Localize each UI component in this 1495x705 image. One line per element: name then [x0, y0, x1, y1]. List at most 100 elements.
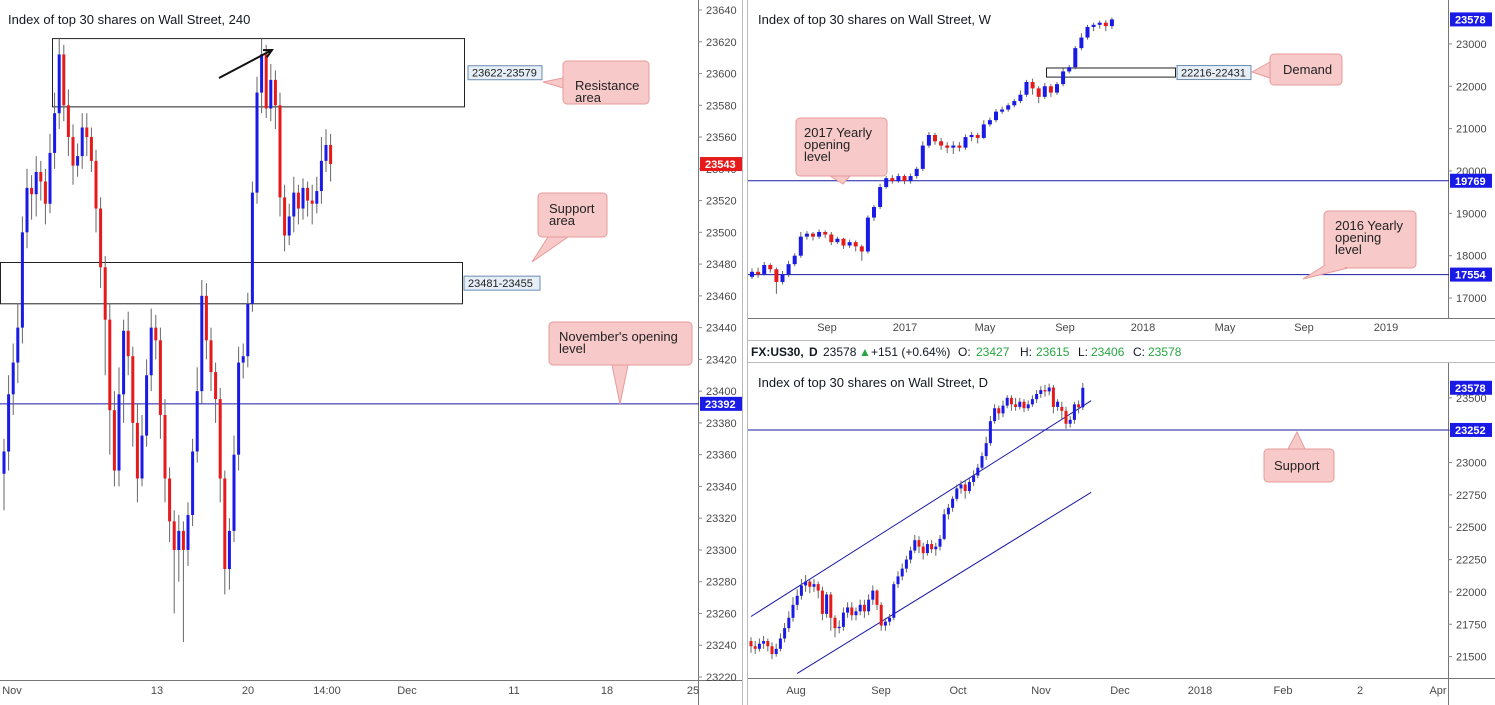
- h4-candle[interactable]: [250, 181, 254, 312]
- h4-candle[interactable]: [99, 197, 103, 288]
- weekly-zone[interactable]: 22216-22431: [1046, 65, 1252, 81]
- daily-candle[interactable]: [913, 534, 917, 554]
- h4-candle[interactable]: [306, 181, 310, 217]
- daily-candle[interactable]: [1014, 397, 1018, 411]
- weekly-candle[interactable]: [817, 229, 822, 239]
- daily-candle[interactable]: [812, 578, 816, 592]
- daily-candle[interactable]: [1043, 384, 1047, 397]
- daily-candle[interactable]: [749, 637, 753, 653]
- h4-candle[interactable]: [209, 327, 213, 392]
- daily-candle[interactable]: [820, 586, 824, 621]
- h4-candle[interactable]: [223, 470, 227, 595]
- h4-candle[interactable]: [122, 319, 126, 423]
- weekly-candle[interactable]: [896, 173, 901, 183]
- weekly-candle[interactable]: [1073, 46, 1078, 70]
- h4-candle[interactable]: [287, 203, 291, 246]
- daily-candle[interactable]: [1081, 382, 1085, 411]
- weekly-candle[interactable]: [847, 239, 852, 249]
- h4-candle[interactable]: [53, 92, 57, 169]
- h4-candle[interactable]: [283, 184, 287, 252]
- h4-candle[interactable]: [324, 129, 328, 172]
- h4-candle[interactable]: [39, 160, 43, 201]
- h4-candle[interactable]: [71, 124, 75, 185]
- weekly-candle[interactable]: [798, 231, 803, 258]
- h4-candle[interactable]: [292, 176, 296, 233]
- weekly-candle[interactable]: [1109, 17, 1114, 30]
- weekly-candle[interactable]: [1048, 84, 1053, 97]
- weekly-candle[interactable]: [994, 109, 998, 123]
- daily-candle[interactable]: [854, 607, 858, 621]
- h4-candle[interactable]: [237, 346, 241, 471]
- h4-zone[interactable]: 23481-23455: [0, 262, 541, 305]
- weekly-candle[interactable]: [811, 231, 815, 241]
- daily-candle[interactable]: [921, 542, 925, 560]
- daily-channel-upper-line[interactable]: [750, 400, 1092, 617]
- weekly-callout[interactable]: Demand: [1250, 53, 1343, 86]
- h4-candle[interactable]: [85, 113, 89, 157]
- daily-candle[interactable]: [867, 594, 871, 616]
- daily-chart-panel[interactable]: [748, 363, 1448, 678]
- weekly-candle[interactable]: [945, 142, 950, 154]
- daily-candle[interactable]: [980, 452, 984, 471]
- daily-candle[interactable]: [770, 642, 774, 660]
- weekly-candle[interactable]: [1036, 86, 1041, 104]
- weekly-candle[interactable]: [951, 141, 956, 155]
- daily-candle[interactable]: [896, 571, 900, 589]
- h4-candle[interactable]: [2, 438, 6, 511]
- daily-candle[interactable]: [1056, 399, 1060, 411]
- daily-candle[interactable]: [1026, 400, 1030, 411]
- weekly-candle[interactable]: [872, 204, 876, 221]
- weekly-candle[interactable]: [1079, 33, 1084, 51]
- h4-candle[interactable]: [186, 502, 190, 566]
- h4-candle[interactable]: [232, 435, 236, 543]
- h4-candle[interactable]: [319, 137, 323, 204]
- h4-candle[interactable]: [269, 63, 273, 122]
- daily-channel-lower-line[interactable]: [796, 491, 1092, 674]
- h4-candle[interactable]: [16, 303, 20, 384]
- daily-candle[interactable]: [1005, 395, 1009, 409]
- h4-candle[interactable]: [329, 133, 333, 182]
- weekly-candle[interactable]: [920, 141, 925, 171]
- daily-candle[interactable]: [934, 542, 938, 556]
- daily-candle[interactable]: [1051, 384, 1055, 414]
- daily-candle[interactable]: [930, 540, 934, 554]
- weekly-candle[interactable]: [975, 132, 980, 144]
- daily-candle[interactable]: [871, 585, 875, 605]
- weekly-candle[interactable]: [1018, 90, 1023, 104]
- weekly-candle[interactable]: [1012, 98, 1017, 108]
- daily-candle[interactable]: [1039, 386, 1043, 398]
- h4-candle[interactable]: [66, 89, 70, 157]
- weekly-candle[interactable]: [963, 134, 968, 150]
- daily-candle[interactable]: [984, 436, 988, 460]
- daily-candle[interactable]: [1018, 397, 1022, 410]
- weekly-candle[interactable]: [878, 183, 883, 210]
- weekly-candle[interactable]: [890, 175, 895, 184]
- h4-candle[interactable]: [246, 292, 250, 368]
- h4-candle[interactable]: [126, 311, 130, 376]
- daily-candle[interactable]: [1001, 400, 1005, 418]
- daily-candle[interactable]: [997, 405, 1001, 420]
- daily-candle[interactable]: [799, 578, 803, 600]
- daily-candle[interactable]: [1072, 401, 1076, 424]
- daily-candle[interactable]: [909, 546, 913, 564]
- h4-candle[interactable]: [241, 343, 245, 379]
- h4-candle[interactable]: [103, 256, 107, 376]
- h4-candle[interactable]: [108, 303, 112, 455]
- h4-candle[interactable]: [301, 178, 305, 220]
- weekly-candle[interactable]: [914, 166, 919, 179]
- h4-candle[interactable]: [48, 133, 52, 214]
- daily-candle[interactable]: [808, 578, 812, 594]
- daily-candle[interactable]: [879, 602, 883, 631]
- daily-candle[interactable]: [959, 480, 963, 494]
- daily-candle[interactable]: [825, 591, 829, 618]
- daily-candle[interactable]: [783, 622, 787, 643]
- h4-candle[interactable]: [181, 521, 185, 643]
- weekly-candle[interactable]: [1097, 20, 1102, 29]
- weekly-candle[interactable]: [939, 137, 944, 150]
- weekly-candle[interactable]: [969, 132, 974, 142]
- h4-candle[interactable]: [94, 149, 98, 233]
- h4-candle[interactable]: [135, 403, 139, 503]
- daily-candle[interactable]: [904, 555, 908, 573]
- h4-candle[interactable]: [260, 38, 264, 114]
